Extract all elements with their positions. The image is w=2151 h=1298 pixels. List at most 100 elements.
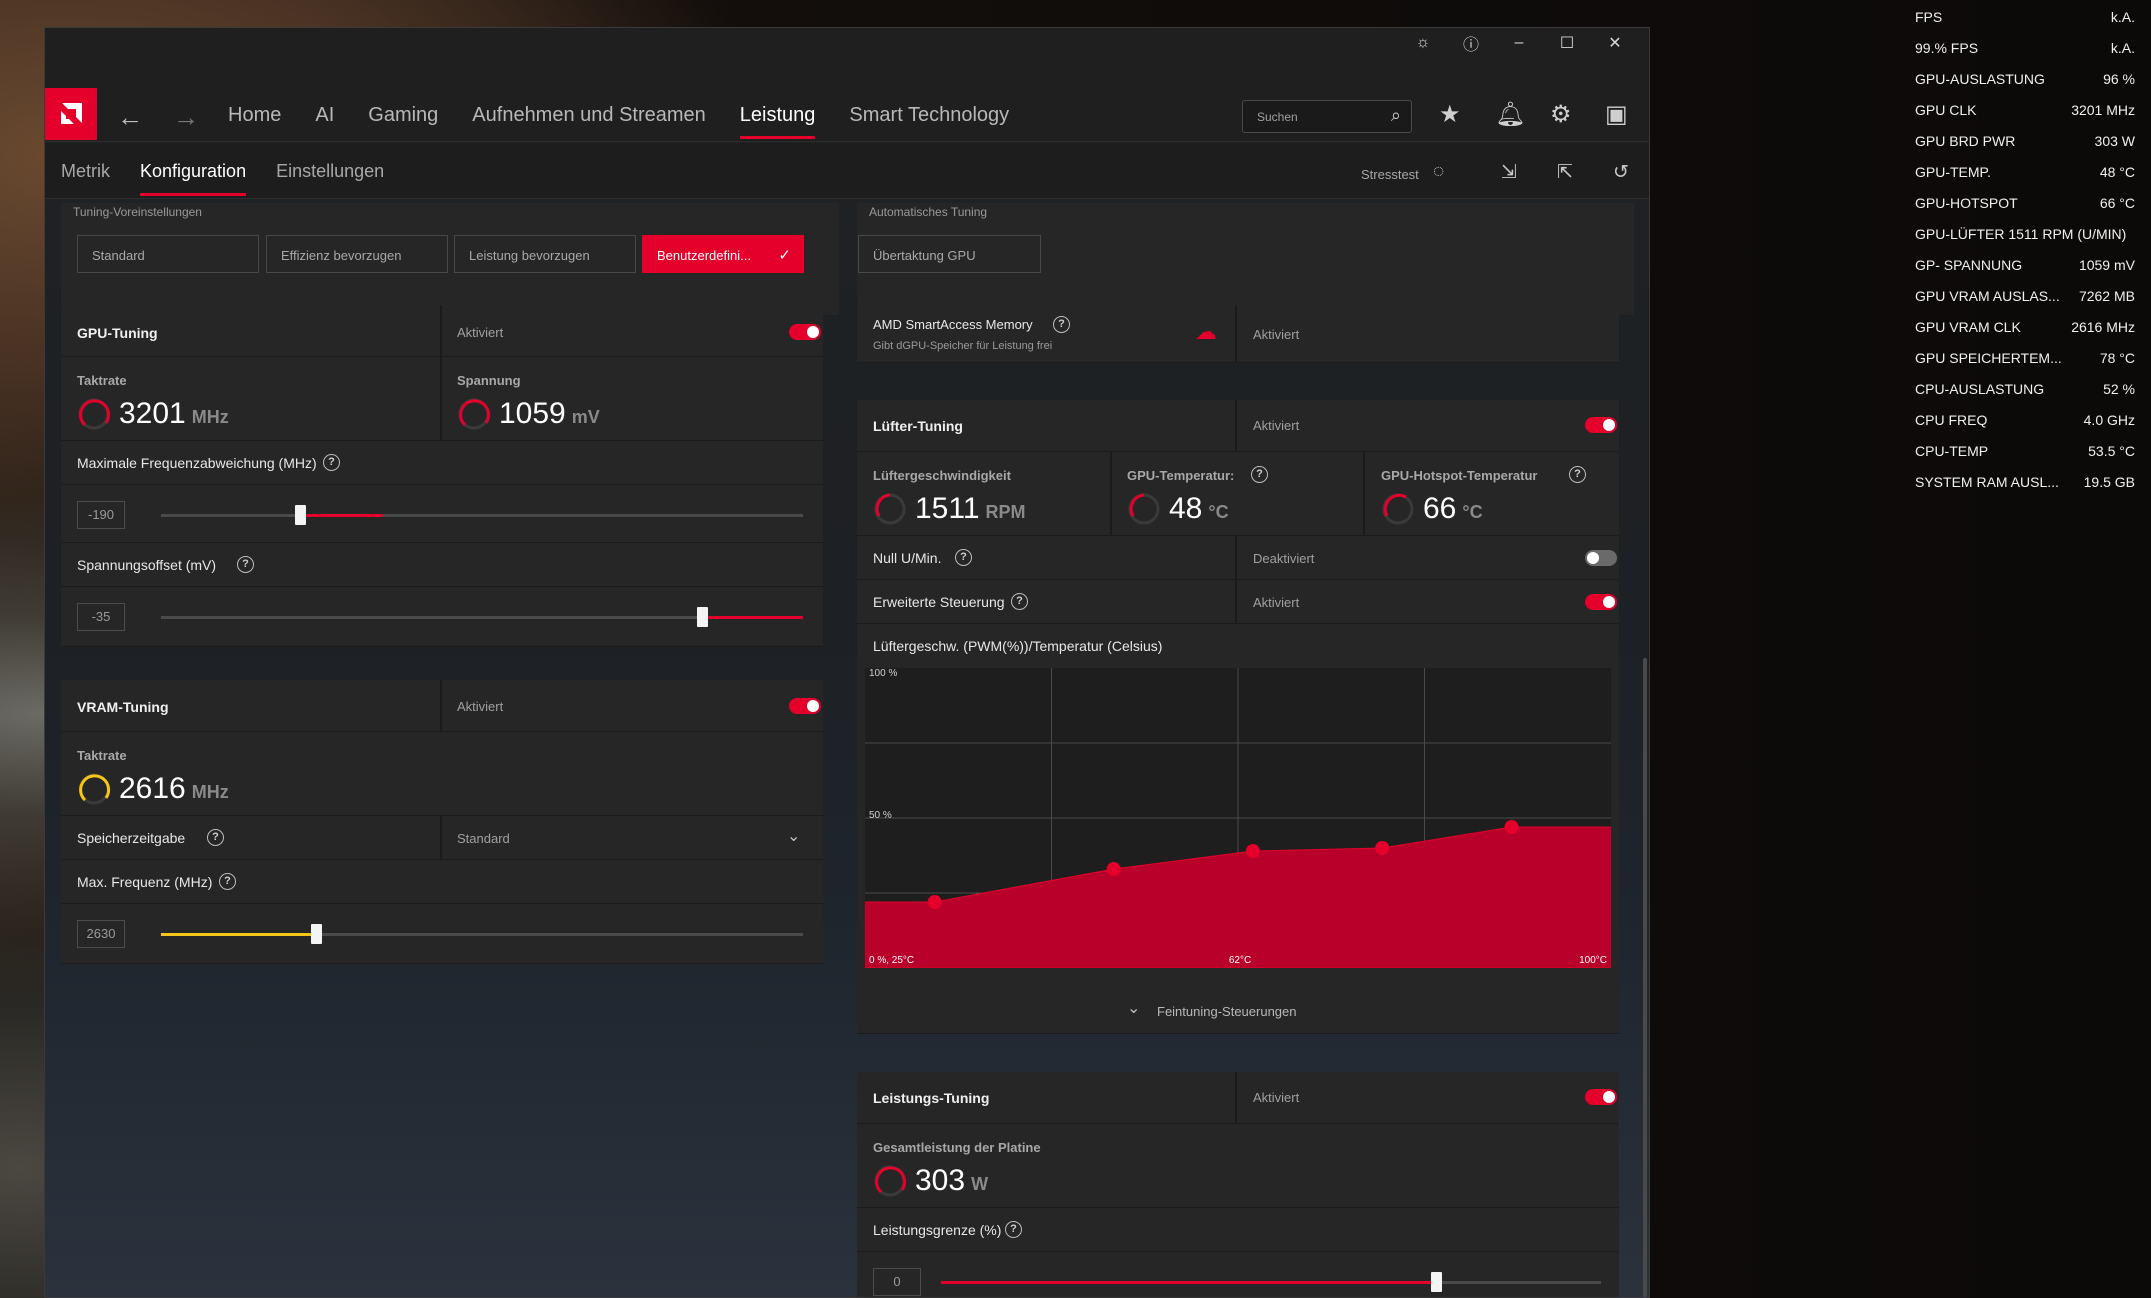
advanced-control-help-icon[interactable]: ?: [1011, 593, 1028, 610]
divider: [440, 357, 442, 441]
overlay-row: GP- SPANNUNG 1059 mV: [1915, 253, 2135, 284]
voltage-offset-input[interactable]: -35: [77, 603, 125, 631]
help-icon[interactable]: ⓘ: [1462, 37, 1479, 54]
vram-tuning-title: VRAM-Tuning: [77, 699, 169, 715]
gpu-tuning-toggle[interactable]: [789, 324, 821, 340]
gpu-tuning-title: GPU-Tuning: [77, 325, 158, 341]
hotspot-temp-help-icon[interactable]: ?: [1569, 466, 1586, 483]
sam-title: AMD SmartAccess Memory: [873, 317, 1033, 332]
power-tuning-status: Aktiviert: [1253, 1090, 1300, 1105]
gear-icon[interactable]: ⚙: [1550, 101, 1572, 128]
amd-logo[interactable]: [45, 88, 97, 140]
scrollbar[interactable]: [1643, 658, 1647, 1297]
sidebar-toggle-icon[interactable]: ▣: [1605, 101, 1628, 128]
freq-offset-input[interactable]: -190: [77, 501, 125, 529]
power-limit-slider-row: 0: [857, 1252, 1619, 1297]
star-icon[interactable]: ★: [1439, 101, 1461, 128]
title-bar: ☼ ⓘ – ☐ ✕: [45, 28, 1649, 58]
sam-help-icon[interactable]: ?: [1053, 316, 1070, 333]
fan-curve-point[interactable]: [1106, 862, 1121, 876]
preset-performance[interactable]: Leistung bevorzugen: [454, 235, 636, 273]
x-tick-label: 62°C: [1229, 955, 1251, 966]
reset-icon[interactable]: ↺: [1613, 162, 1629, 183]
freq-offset-track[interactable]: [161, 514, 803, 517]
overlay-key: GPU-AUSLASTUNG: [1915, 71, 2045, 87]
preset-custom-label: Benutzerdefini...: [657, 248, 751, 263]
vram-tuning-toggle[interactable]: [789, 698, 821, 714]
search-input[interactable]: Suchen ⌕: [1242, 100, 1412, 133]
preset-standard[interactable]: Standard: [77, 235, 259, 273]
power-limit-help-icon[interactable]: ?: [1005, 1221, 1022, 1238]
gpu-temp-help-icon[interactable]: ?: [1251, 466, 1268, 483]
fan-curve-point[interactable]: [1245, 844, 1260, 858]
presets-title: Tuning-Voreinstellungen: [73, 205, 202, 219]
back-arrow-icon[interactable]: ←: [117, 102, 143, 132]
gpu-temp-gauge: [1128, 493, 1160, 525]
fine-tuning-toggle[interactable]: Feintuning-Steuerungen: [1157, 1004, 1297, 1019]
chevron-down-icon[interactable]: ⌄: [787, 828, 801, 845]
chevron-down-icon[interactable]: ⌄: [1127, 1000, 1141, 1017]
zero-rpm-help-icon[interactable]: ?: [955, 549, 972, 566]
overlay-value: 52 %: [2103, 381, 2135, 397]
metrics-overlay: FPS k.A. 99.% FPS k.A. GPU-AUSLASTUNG 96 % GPU…: [1915, 5, 2135, 501]
nav-record-stream[interactable]: Aufnehmen und Streamen: [472, 104, 706, 126]
fan-curve-chart[interactable]: 100 % 50 % 0 %, 25°C 62°C 100°C: [865, 668, 1611, 968]
bug-report-icon[interactable]: ☼: [1415, 34, 1431, 51]
overlay-key: GPU-TEMP.: [1915, 164, 1991, 180]
overlay-key: GPU VRAM AUSLAS...: [1915, 288, 2060, 304]
overlay-row: CPU FREQ 4.0 GHz: [1915, 408, 2135, 439]
power-tuning-toggle[interactable]: [1585, 1089, 1617, 1105]
tab-configuration[interactable]: Konfiguration: [140, 161, 247, 196]
overlay-key: CPU-AUSLASTUNG: [1915, 381, 2045, 397]
max-freq-track[interactable]: [161, 933, 803, 936]
power-limit-label-row: Leistungsgrenze (%) ?: [857, 1208, 1619, 1252]
stresstest-label[interactable]: Stresstest: [1361, 167, 1419, 182]
close-button[interactable]: ✕: [1608, 35, 1622, 52]
nav-gaming[interactable]: Gaming: [368, 104, 439, 126]
gpu-voltage-label: Spannung: [457, 373, 521, 388]
nav-performance[interactable]: Leistung: [739, 104, 815, 139]
minimize-button[interactable]: –: [1514, 34, 1524, 51]
overclock-gpu-button[interactable]: Übertaktung GPU: [858, 235, 1041, 273]
maximize-button[interactable]: ☐: [1559, 35, 1575, 52]
power-limit-fill: [941, 1281, 1435, 1284]
max-freq-input[interactable]: 2630: [77, 920, 125, 948]
max-freq-help-icon[interactable]: ?: [219, 873, 236, 890]
bell-icon[interactable]: 🔔︎: [1495, 101, 1526, 128]
tab-settings[interactable]: Einstellungen: [276, 161, 385, 181]
voltage-offset-track[interactable]: [161, 616, 803, 619]
nav-home[interactable]: Home: [228, 104, 282, 126]
fan-curve-point[interactable]: [1375, 841, 1390, 855]
fan-curve-point[interactable]: [927, 895, 942, 909]
divider: [1235, 536, 1237, 580]
overlay-row: GPU-LÜFTER 1511 RPM (U/MIN): [1915, 222, 2135, 253]
fan-tuning-toggle[interactable]: [1585, 417, 1617, 433]
nav-ai[interactable]: AI: [315, 104, 335, 126]
memory-timing-help-icon[interactable]: ?: [207, 829, 224, 846]
y-tick-label: 100 %: [869, 668, 897, 679]
advanced-control-toggle[interactable]: [1585, 594, 1617, 610]
max-freq-thumb[interactable]: [311, 924, 322, 944]
zero-rpm-toggle[interactable]: [1585, 550, 1617, 566]
power-limit-input[interactable]: 0: [873, 1268, 921, 1296]
fan-tuning-header: Lüfter-Tuning Aktiviert: [857, 400, 1619, 452]
overlay-row: CPU-TEMP 53.5 °C: [1915, 439, 2135, 470]
export-icon[interactable]: ⇱: [1557, 162, 1573, 183]
voltage-offset-help-icon[interactable]: ?: [237, 556, 254, 573]
memory-timing-dropdown[interactable]: Standard: [457, 831, 510, 846]
preset-efficiency[interactable]: Effizienz bevorzugen: [266, 235, 448, 273]
power-tuning-title: Leistungs-Tuning: [873, 1090, 990, 1106]
power-limit-thumb[interactable]: [1431, 1272, 1442, 1292]
import-icon[interactable]: ⇲: [1501, 162, 1517, 183]
nav-smart-technology[interactable]: Smart Technology: [849, 104, 1010, 126]
divider: [1235, 580, 1237, 624]
search-icon[interactable]: ⌕: [1390, 105, 1401, 125]
freq-offset-thumb[interactable]: [295, 505, 306, 525]
voltage-offset-thumb[interactable]: [697, 607, 708, 627]
stresstest-icon[interactable]: ◌: [1433, 161, 1445, 182]
fan-curve-point[interactable]: [1504, 820, 1519, 834]
tab-metrics[interactable]: Metrik: [61, 161, 110, 181]
forward-arrow-icon[interactable]: →: [173, 102, 199, 132]
freq-offset-help-icon[interactable]: ?: [323, 454, 340, 471]
preset-custom[interactable]: Benutzerdefini... ✓: [642, 235, 804, 273]
